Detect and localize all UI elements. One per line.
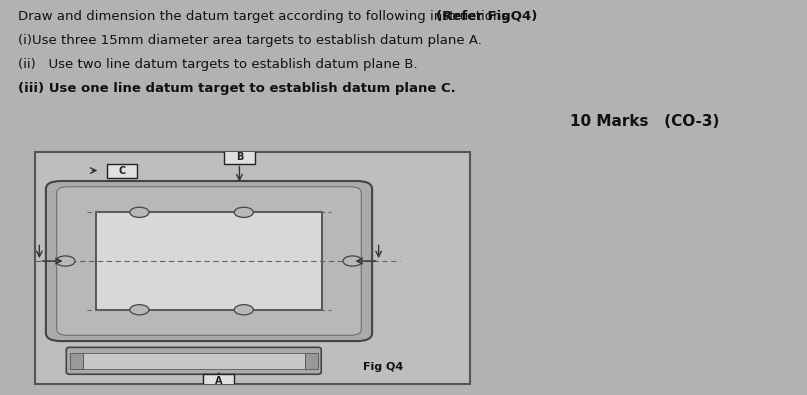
Text: B: B: [236, 152, 243, 162]
Bar: [305, 353, 318, 369]
Text: 10 Marks   (CO-3): 10 Marks (CO-3): [570, 114, 719, 129]
Circle shape: [234, 207, 253, 217]
FancyBboxPatch shape: [46, 181, 372, 341]
FancyBboxPatch shape: [66, 347, 321, 374]
Bar: [224, 150, 255, 164]
Bar: [83, 353, 305, 369]
Circle shape: [234, 305, 253, 315]
Text: (ii)   Use two line datum targets to establish datum plane B.: (ii) Use two line datum targets to estab…: [18, 58, 418, 71]
Circle shape: [343, 256, 362, 266]
FancyBboxPatch shape: [56, 187, 362, 335]
Bar: [107, 164, 137, 177]
Text: (i)Use three 15mm diameter area targets to establish datum plane A.: (i)Use three 15mm diameter area targets …: [18, 34, 482, 47]
Bar: [69, 353, 83, 369]
Text: (Refer FigQ4): (Refer FigQ4): [436, 10, 537, 23]
Bar: [203, 374, 234, 387]
Circle shape: [130, 207, 149, 217]
Text: C: C: [119, 166, 126, 175]
Text: Draw and dimension the datum target according to following instructions: Draw and dimension the datum target acco…: [18, 10, 512, 23]
Text: (iii) Use one line datum target to establish datum plane C.: (iii) Use one line datum target to estab…: [18, 82, 456, 95]
Text: Fig Q4: Fig Q4: [363, 362, 404, 372]
Circle shape: [130, 305, 149, 315]
Bar: [96, 213, 322, 310]
Bar: [35, 152, 470, 384]
Circle shape: [56, 256, 75, 266]
Text: A: A: [215, 376, 222, 386]
